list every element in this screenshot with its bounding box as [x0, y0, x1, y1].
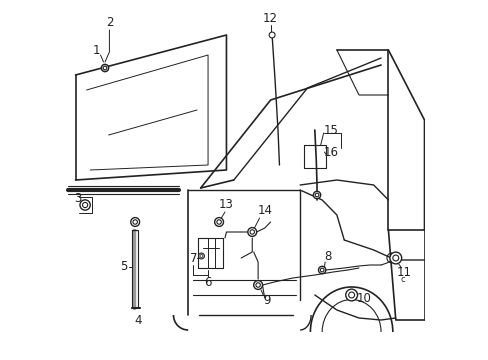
Text: 10: 10 — [356, 292, 371, 305]
Circle shape — [318, 266, 325, 274]
Text: 8: 8 — [324, 249, 331, 262]
Text: 14: 14 — [257, 203, 272, 216]
Text: 12: 12 — [263, 12, 278, 24]
Circle shape — [249, 230, 254, 234]
Circle shape — [320, 268, 324, 272]
Circle shape — [348, 292, 354, 298]
Text: 13: 13 — [219, 198, 233, 211]
Circle shape — [214, 217, 223, 226]
Text: 6: 6 — [204, 276, 211, 289]
Circle shape — [198, 253, 204, 259]
Text: 3: 3 — [74, 192, 81, 204]
Circle shape — [80, 200, 90, 210]
Circle shape — [217, 220, 221, 224]
Text: 7: 7 — [189, 252, 197, 265]
Text: 4: 4 — [134, 314, 142, 327]
Circle shape — [133, 220, 137, 224]
Circle shape — [389, 252, 401, 264]
Text: 2: 2 — [105, 15, 113, 28]
Text: 1: 1 — [93, 44, 101, 57]
Circle shape — [392, 255, 398, 261]
Circle shape — [247, 228, 256, 237]
Circle shape — [255, 283, 260, 287]
Circle shape — [253, 280, 262, 289]
Circle shape — [130, 217, 139, 226]
Text: 16: 16 — [323, 145, 338, 158]
Text: 9: 9 — [263, 293, 270, 306]
Circle shape — [268, 32, 274, 38]
Circle shape — [103, 66, 106, 70]
Text: 15: 15 — [323, 123, 338, 136]
Text: 11: 11 — [396, 266, 411, 279]
Circle shape — [82, 202, 87, 208]
Circle shape — [345, 289, 357, 301]
Circle shape — [313, 191, 320, 199]
Text: 5: 5 — [120, 261, 127, 274]
Text: c: c — [400, 275, 405, 284]
Circle shape — [315, 193, 318, 197]
Circle shape — [101, 64, 108, 72]
Circle shape — [200, 255, 203, 257]
